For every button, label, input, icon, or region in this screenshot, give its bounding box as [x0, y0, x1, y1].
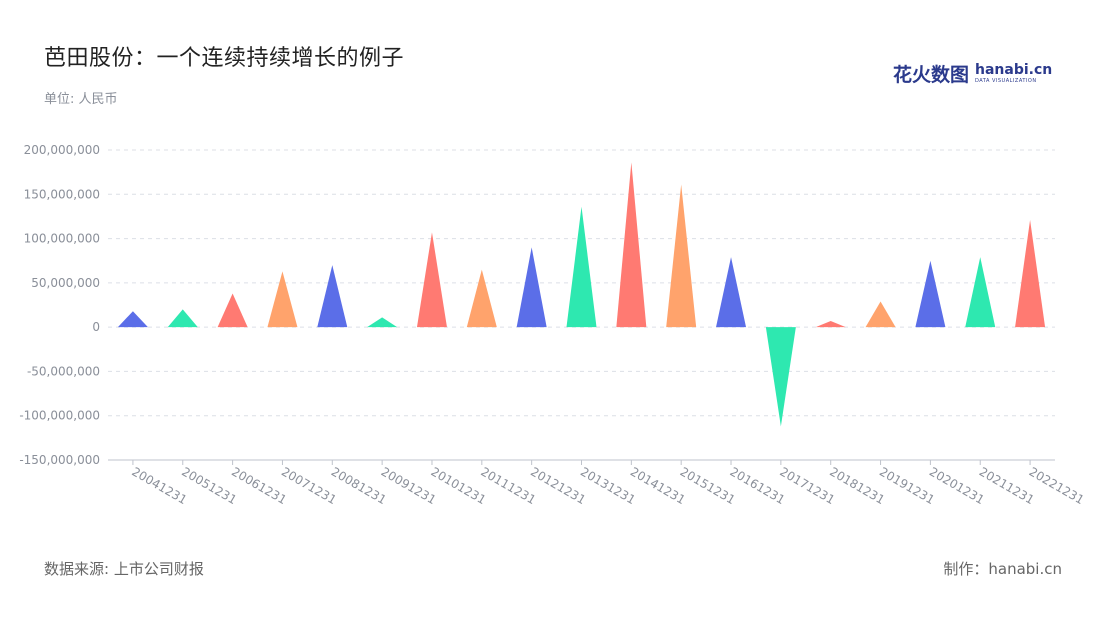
x-tick-label: 20091231: [379, 464, 439, 507]
x-axis: 2004123120051231200612312007123120081231…: [129, 460, 1086, 507]
x-tick-label: 20071231: [279, 464, 339, 507]
x-tick-label: 20211231: [977, 464, 1037, 507]
brand-logo: 花火数图 hanabi.cn DATA VISUALIZATION: [893, 60, 1052, 87]
bar-20051231: [167, 309, 198, 328]
x-tick-label: 20051231: [179, 464, 239, 507]
x-tick-label: 20141231: [628, 464, 688, 507]
y-axis: 200,000,000 150,000,000 100,000,000 50,000,…: [19, 143, 100, 467]
x-tick-label: 20161231: [728, 464, 788, 507]
bar-20141231: [616, 162, 647, 328]
bar-20111231: [466, 269, 497, 328]
bar-20061231: [217, 293, 248, 328]
maker-credit: 制作：hanabi.cn: [943, 560, 1062, 578]
bar-20171231: [765, 327, 796, 427]
bar-20221231: [1015, 219, 1046, 328]
bar-20091231: [367, 317, 398, 328]
bar-20191231: [865, 301, 896, 328]
chart-title: 芭田股份：一个连续持续增长的例子: [44, 46, 405, 71]
x-tick-label: 20151231: [678, 464, 738, 507]
bar-20121231: [516, 247, 547, 328]
x-tick-label: 20101231: [428, 464, 488, 507]
y-tick-label: 50,000,000: [31, 276, 100, 290]
x-tick-label: 20181231: [827, 464, 887, 507]
x-tick-label: 20171231: [777, 464, 837, 507]
data-source: 数据来源: 上市公司财报: [44, 560, 204, 578]
y-tick-label: 100,000,000: [24, 232, 100, 246]
logo-en-group: hanabi.cn DATA VISUALIZATION: [975, 63, 1052, 84]
bar-20101231: [416, 232, 447, 328]
x-tick-label: 20131231: [578, 464, 638, 507]
logo-tagline: DATA VISUALIZATION: [975, 78, 1037, 84]
bar-20081231: [317, 265, 348, 328]
bar-20131231: [566, 206, 597, 328]
x-tick-label: 20081231: [329, 464, 389, 507]
bar-20071231: [267, 271, 298, 328]
logo-cn-text: 花火数图: [893, 64, 970, 86]
bar-20181231: [815, 320, 846, 328]
bar-20201231: [915, 260, 946, 328]
x-tick-label: 20191231: [877, 464, 937, 507]
bar-20041231: [117, 311, 148, 328]
x-tick-label: 20061231: [229, 464, 289, 507]
y-tick-label: -100,000,000: [19, 409, 100, 423]
bar-20161231: [716, 257, 747, 328]
bar-20211231: [965, 257, 996, 328]
x-tick-label: 20121231: [528, 464, 588, 507]
logo-en-text: hanabi.cn: [975, 62, 1053, 78]
x-tick-label: 20201231: [927, 464, 987, 507]
y-tick-label: -150,000,000: [19, 453, 100, 467]
unit-label: 单位: 人民币: [44, 92, 118, 107]
bar-20151231: [666, 184, 697, 328]
x-tick-label: 20111231: [478, 464, 538, 507]
y-tick-label: 0: [92, 320, 100, 334]
y-tick-label: 150,000,000: [24, 187, 100, 201]
bar-series: [117, 162, 1046, 427]
y-tick-label: 200,000,000: [24, 143, 100, 157]
x-tick-label: 20041231: [129, 464, 189, 507]
x-tick-label: 20221231: [1027, 464, 1087, 507]
y-tick-label: -50,000,000: [27, 364, 100, 378]
